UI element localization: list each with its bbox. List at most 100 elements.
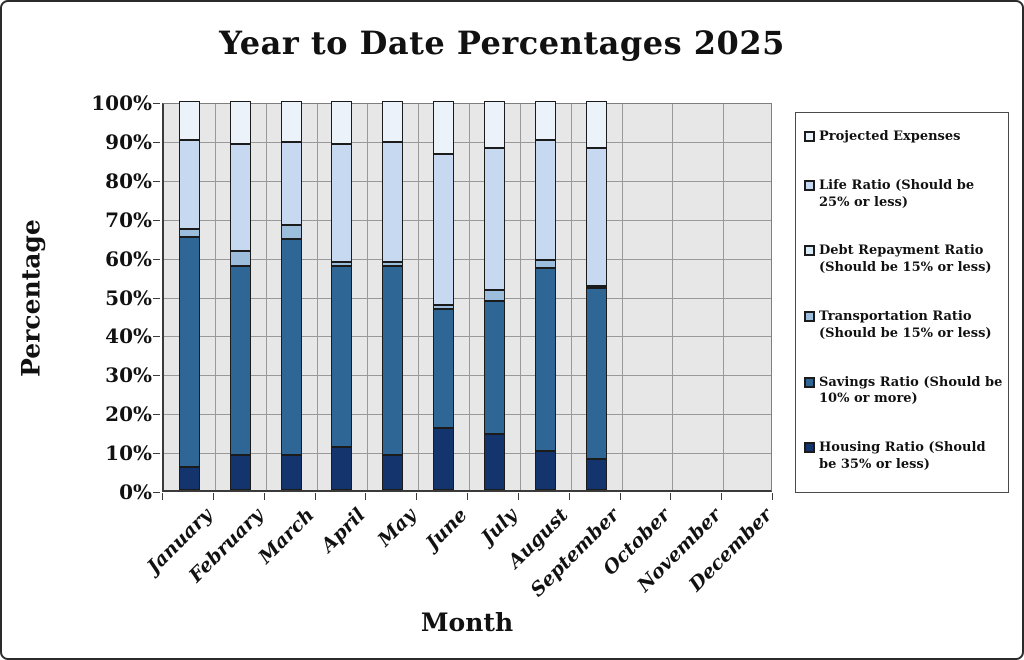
y-tick-label: 20% [105, 402, 152, 427]
y-tick-label: 0% [119, 480, 152, 504]
bar-segment [281, 101, 302, 142]
bar-segment [230, 144, 251, 251]
y-tick-mark [153, 258, 160, 260]
bar-segment [433, 154, 454, 305]
y-tick-mark [153, 141, 160, 143]
x-tick-mark [213, 493, 214, 500]
v-gridline [672, 104, 673, 490]
y-tick-mark [153, 414, 160, 416]
h-gridline [164, 258, 771, 260]
bar-segment [433, 428, 454, 490]
legend-label: Savings Ratio (Should be 10% or more) [819, 374, 1003, 407]
bar-segment [484, 290, 505, 301]
bar-segment [535, 260, 556, 268]
bar-segment [179, 467, 200, 490]
bar-segment [484, 101, 505, 148]
x-tick-mark [416, 493, 417, 500]
h-gridline [164, 414, 771, 416]
bar-segment [179, 140, 200, 229]
y-tick-label: 70% [105, 207, 152, 232]
bar-segment [230, 101, 251, 144]
bar-segment [586, 459, 607, 490]
legend-swatch [804, 179, 815, 191]
bar-segment [433, 101, 454, 154]
y-tick-mark [153, 219, 160, 221]
y-tick-label: 50% [105, 285, 152, 310]
legend-item: Savings Ratio (Should be 10% or more) [804, 375, 1003, 409]
v-gridline [367, 104, 368, 490]
x-tick-mark [467, 493, 468, 500]
x-tick-mark [162, 493, 163, 500]
v-gridline [266, 104, 267, 490]
y-tick-label: 10% [105, 441, 152, 466]
plot-area [162, 101, 772, 492]
bar-segment [535, 268, 556, 451]
legend-item: Debt Repayment Ratio (Should be 15% or l… [804, 243, 1003, 277]
bar-segment [281, 142, 302, 225]
bar-segment [382, 455, 403, 490]
v-gridline [317, 104, 318, 490]
legend-label: Housing Ratio (Should be 35% or less) [819, 440, 986, 473]
legend-label: Debt Repayment Ratio (Should be 15% or l… [819, 243, 992, 276]
y-tick-mark [153, 375, 160, 377]
bar-segment [230, 251, 251, 266]
x-tick-mark [518, 493, 519, 500]
x-tick-mark [772, 493, 773, 500]
legend-swatch [804, 310, 815, 322]
h-gridline [164, 141, 771, 143]
legend-swatch [804, 442, 815, 454]
h-gridline [164, 453, 771, 455]
bar-segment [382, 266, 403, 455]
h-gridline [164, 219, 771, 221]
bar-segment [484, 301, 505, 434]
bar-segment [331, 101, 352, 144]
legend-item: Housing Ratio (Should be 35% or less) [804, 440, 1003, 474]
bar-segment [179, 229, 200, 237]
y-tick-label: 60% [105, 246, 152, 271]
h-gridline [164, 297, 771, 299]
x-tick-mark [620, 493, 621, 500]
h-gridline [164, 336, 771, 338]
v-gridline [622, 104, 623, 490]
bar-segment [586, 101, 607, 148]
y-tick-label: 30% [105, 363, 152, 388]
y-tick-mark [153, 336, 160, 338]
x-axis-title: Month [420, 608, 514, 637]
legend-item: Projected Expenses [804, 129, 1003, 146]
x-tick-mark [670, 493, 671, 500]
bar-segment [331, 447, 352, 490]
bar-segment [484, 434, 505, 490]
bar-segment [331, 266, 352, 447]
legend-item: Life Ratio (Should be 25% or less) [804, 178, 1003, 212]
x-tick-mark [264, 493, 265, 500]
x-tick-mark [721, 493, 722, 500]
v-gridline [418, 104, 419, 490]
bar-segment [331, 144, 352, 262]
bar-segment [281, 225, 302, 239]
bar-segment [179, 237, 200, 467]
bar-segment [281, 239, 302, 455]
bar-segment [433, 309, 454, 428]
bar-segment [179, 101, 200, 140]
y-tick-label: 80% [105, 168, 152, 193]
bar-segment [331, 262, 352, 266]
y-axis-title: Percentage [16, 219, 46, 377]
bar-segment [382, 142, 403, 262]
bar-segment [535, 451, 556, 490]
legend-label: Transportation Ratio (Should be 15% or l… [819, 308, 992, 341]
legend-swatch [804, 376, 815, 388]
bar-segment [230, 266, 251, 455]
y-tick-mark [153, 453, 160, 455]
bar-segment [586, 288, 607, 459]
bar-segment [230, 455, 251, 490]
v-gridline [571, 104, 572, 490]
bar-segment [281, 455, 302, 490]
v-gridline [469, 104, 470, 490]
y-tick-label: 40% [105, 324, 152, 349]
y-tick-mark [153, 103, 160, 104]
legend-swatch [804, 131, 815, 142]
y-tick-label: 100% [91, 91, 152, 115]
v-gridline [215, 104, 216, 490]
bar-segment [586, 148, 607, 286]
y-tick-mark [153, 297, 160, 299]
